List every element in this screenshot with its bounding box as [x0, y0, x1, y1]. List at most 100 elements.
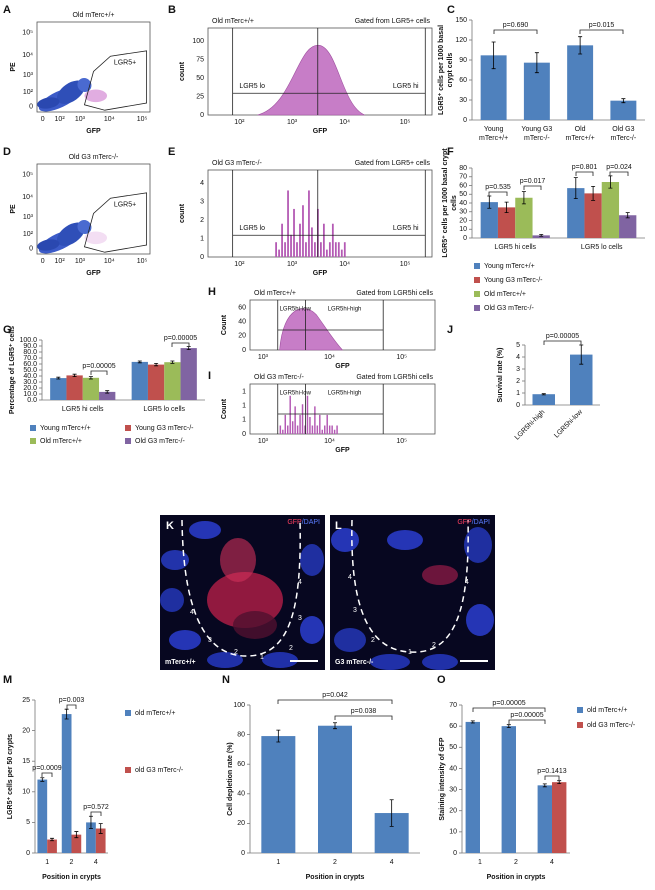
y-tick-label: 20: [238, 333, 246, 340]
y-tick-label: 10³: [23, 214, 34, 221]
x-tick-label: 10⁴: [324, 354, 335, 361]
error-bar: [621, 98, 626, 104]
y-axis-label: PE: [10, 204, 17, 214]
y-tick-label: 0.0: [27, 397, 37, 404]
legend-label: old G3 mTerc-/-: [587, 722, 636, 729]
x-tick-label: 10²: [55, 116, 66, 123]
x-tick-label: 10³: [287, 261, 298, 268]
gfp-cells: [84, 89, 108, 103]
y-tick-label: 15: [22, 758, 30, 765]
p-value: p=0.042: [322, 692, 348, 699]
stain-gfp: GFP: [457, 519, 472, 526]
error-bar: [591, 185, 596, 201]
y-tick-label: 120: [455, 37, 467, 44]
bar: [601, 182, 620, 238]
y-tick-label: 1: [242, 403, 246, 410]
x-tick-label: 10⁵: [400, 119, 411, 126]
p-value: p=0.017: [520, 178, 546, 185]
x-tick-label: 10²: [234, 261, 245, 268]
y-tick-label: 0: [242, 347, 246, 354]
y-tick-label: 10²: [23, 89, 34, 96]
y-tick-label: 70: [449, 702, 457, 709]
y-tick-label: 20.0: [23, 385, 37, 392]
legend-label: Young mTerc+/+: [484, 263, 535, 270]
histogram-spike: [337, 242, 340, 257]
bar: [86, 822, 96, 853]
error-bar: [541, 393, 546, 396]
x-tick-label: 10³: [75, 258, 86, 265]
histogram-spike: [324, 425, 326, 434]
y-tick-label: 0: [453, 850, 457, 857]
legend-label: Old G3 mTerc-/-: [484, 305, 534, 312]
error-bar: [470, 720, 475, 724]
significance-bracket: [90, 370, 108, 375]
y-tick-label: 70: [459, 174, 467, 181]
plot-title: Old mTerc+/+: [72, 12, 114, 19]
x-tick-label: 4: [390, 859, 394, 866]
y-tick-label: 3: [516, 366, 520, 373]
y-tick-label: 1: [242, 417, 246, 424]
x-tick-label: 10³: [287, 119, 298, 126]
error-bar: [539, 234, 544, 237]
y-tick-label: 20: [449, 808, 457, 815]
histogram-spike: [301, 404, 304, 434]
region-label: LGR5 lo: [239, 225, 265, 232]
histogram-spike: [340, 249, 343, 257]
nucleus: [161, 550, 189, 570]
legend-swatch: [577, 707, 583, 713]
significance-bracket: [508, 719, 546, 724]
stain-label: GFP/DAPI: [457, 519, 490, 526]
y-tick-label: 4: [200, 180, 204, 187]
position-label: 2: [432, 642, 436, 649]
histogram-spike: [289, 395, 291, 434]
position-label: 4: [190, 609, 194, 616]
x-tick-label: mTerc+/+: [479, 135, 508, 142]
p-value: p=0.1413: [537, 768, 566, 775]
x-tick-label: 1: [276, 859, 280, 866]
nucleus: [334, 628, 366, 652]
histogram-spike: [296, 242, 298, 257]
histogram-spike: [291, 421, 294, 434]
y-tick-label: 20: [459, 217, 467, 224]
p-value: p=0.572: [83, 804, 109, 811]
histogram-spike: [322, 223, 325, 257]
bar: [480, 202, 498, 238]
x-tick-label: 10⁴: [339, 119, 350, 126]
y-tick-label: 20: [237, 820, 245, 827]
position-label: 1: [260, 654, 264, 661]
panel-letter: K: [166, 520, 174, 532]
legend-swatch: [30, 438, 36, 444]
nucleus: [370, 654, 410, 670]
x-tick-label: LGR5 hi cells: [494, 244, 536, 251]
y-tick-label: 1: [200, 235, 204, 242]
y-tick-label: 10³: [23, 72, 34, 79]
histogram-spike: [319, 414, 321, 434]
error-bar: [276, 729, 281, 743]
y-tick-label: 20: [22, 727, 30, 734]
y-tick-label: 1: [516, 390, 520, 397]
x-tick-label: Young: [484, 126, 504, 133]
error-bar: [491, 41, 496, 70]
image-panel-l: L GFP/DAPI G3 mTerc-/- 4 3 2 1 2 4: [330, 515, 495, 670]
y-tick-label: 80: [237, 731, 245, 738]
bar: [261, 736, 296, 853]
histogram-spike: [305, 242, 307, 257]
histogram-spike: [311, 227, 313, 257]
x-tick-label: LGR5 hi cells: [62, 406, 104, 413]
bar: [497, 207, 516, 238]
y-tick-label: 10: [449, 829, 457, 836]
x-tick-label: Young G3: [521, 126, 552, 133]
cell-cloud: [37, 239, 60, 251]
y-tick-label: 0: [241, 850, 245, 857]
cell-cloud: [37, 97, 60, 109]
gating-note: Gated from LGR5+ cells: [355, 18, 431, 25]
histogram-spike: [299, 414, 301, 434]
legend-swatch: [125, 438, 131, 444]
caption: G3 mTerc-/-: [335, 659, 374, 666]
y-axis-label: Percentage of LGR5⁺ cells: [9, 326, 16, 414]
y-tick-label: 0: [242, 431, 246, 438]
panel-letter: I: [208, 370, 211, 382]
panel-letter: J: [447, 324, 453, 336]
legend-label: Young G3 mTerc-/-: [135, 425, 194, 432]
position-label: 1: [408, 649, 412, 656]
